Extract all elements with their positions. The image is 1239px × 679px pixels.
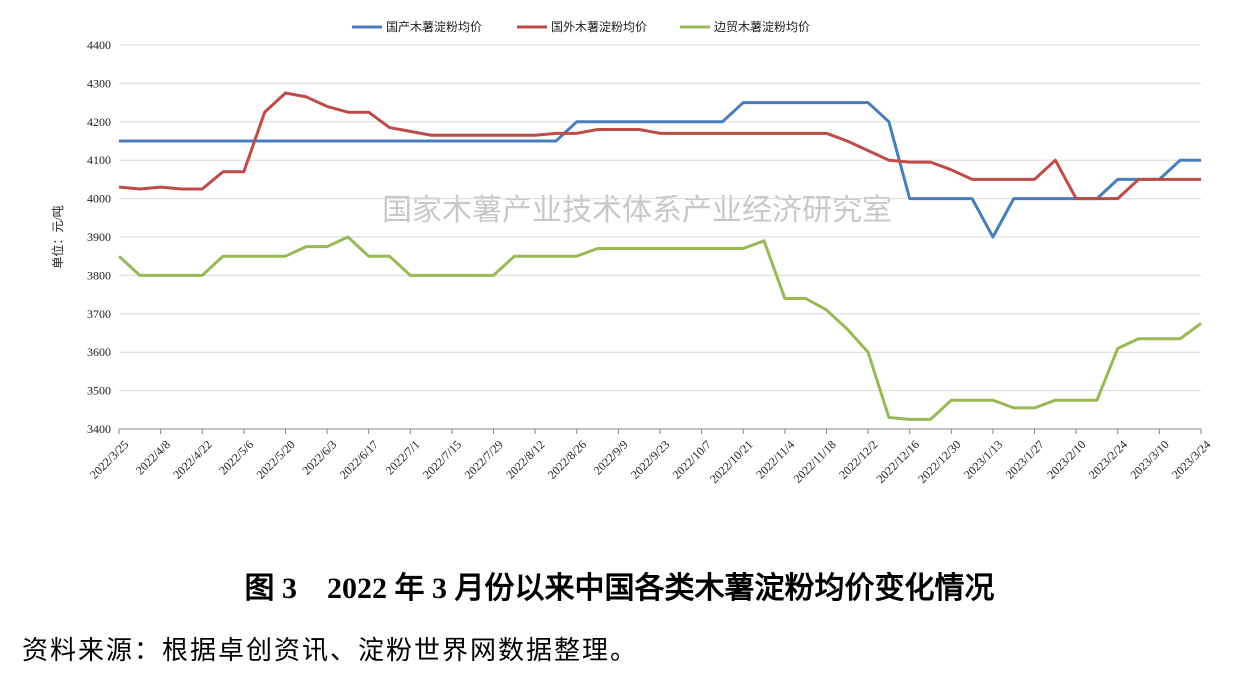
x-tick-label: 2022/11/18 bbox=[791, 437, 839, 485]
series-line bbox=[117, 235, 1202, 421]
x-tick-label: 2022/4/22 bbox=[170, 437, 214, 481]
y-tick-label: 4200 bbox=[87, 115, 111, 129]
x-tick-label: 2022/5/6 bbox=[216, 437, 256, 477]
x-tick-label: 2022/10/21 bbox=[707, 437, 756, 486]
x-tick-label: 2022/9/23 bbox=[628, 437, 672, 481]
x-tick-label: 2023/1/13 bbox=[961, 437, 1005, 481]
x-tick-label: 2022/6/3 bbox=[299, 437, 339, 477]
x-tick-label: 2022/8/26 bbox=[545, 437, 589, 481]
x-tick-label: 2022/7/29 bbox=[462, 437, 506, 481]
x-tick-label: 2023/1/27 bbox=[1003, 437, 1047, 481]
x-tick-label: 2022/9/9 bbox=[591, 437, 631, 477]
legend-label: 边贸木薯淀粉均价 bbox=[714, 20, 810, 34]
y-tick-label: 3600 bbox=[87, 345, 111, 359]
x-tick-label: 2022/4/8 bbox=[133, 437, 173, 477]
x-tick-label: 2022/8/12 bbox=[503, 437, 547, 481]
x-tick-label: 2022/6/17 bbox=[337, 437, 381, 481]
y-tick-label: 3700 bbox=[87, 307, 111, 321]
watermark: 国家木薯产业技术体系产业经济研究室 bbox=[382, 194, 892, 227]
x-tick-label: 2022/7/1 bbox=[383, 437, 423, 477]
series-line bbox=[118, 91, 1201, 201]
x-tick-label: 2022/12/16 bbox=[873, 437, 922, 486]
y-tick-label: 3400 bbox=[87, 422, 111, 436]
y-tick-label: 3500 bbox=[87, 384, 111, 398]
series-line bbox=[119, 101, 1201, 239]
legend-label: 国外木薯淀粉均价 bbox=[551, 20, 647, 34]
x-tick-label: 2023/2/24 bbox=[1086, 437, 1130, 481]
y-tick-label: 4300 bbox=[87, 76, 111, 90]
x-tick-label: 2023/3/10 bbox=[1127, 437, 1171, 481]
y-axis-label: 单位：元/吨 bbox=[50, 205, 65, 268]
x-tick-label: 2022/3/25 bbox=[87, 437, 131, 481]
y-tick-label: 4000 bbox=[87, 192, 111, 206]
x-tick-label: 2022/12/30 bbox=[915, 437, 964, 486]
y-tick-label: 3800 bbox=[87, 268, 111, 282]
source: 资料来源：根据卓创资讯、淀粉世界网数据整理。 bbox=[22, 636, 639, 665]
y-tick-label: 4400 bbox=[87, 38, 111, 52]
y-tick-label: 3900 bbox=[87, 230, 111, 244]
x-tick-label: 2023/2/10 bbox=[1044, 437, 1088, 481]
legend-label: 国产木薯淀粉均价 bbox=[386, 20, 482, 34]
x-tick-label: 2022/7/15 bbox=[420, 437, 464, 481]
caption: 图 3 2022 年 3 月份以来中国各类木薯淀粉均价变化情况 bbox=[244, 572, 995, 605]
y-tick-label: 4100 bbox=[87, 153, 111, 167]
chart: 国家木薯产业技术体系产业经济研究室 单位：元/吨 3400 3500 3600 370… bbox=[50, 20, 1213, 486]
x-tick-label: 2022/5/20 bbox=[253, 437, 297, 481]
x-tick-label: 2023/3/24 bbox=[1169, 437, 1213, 481]
